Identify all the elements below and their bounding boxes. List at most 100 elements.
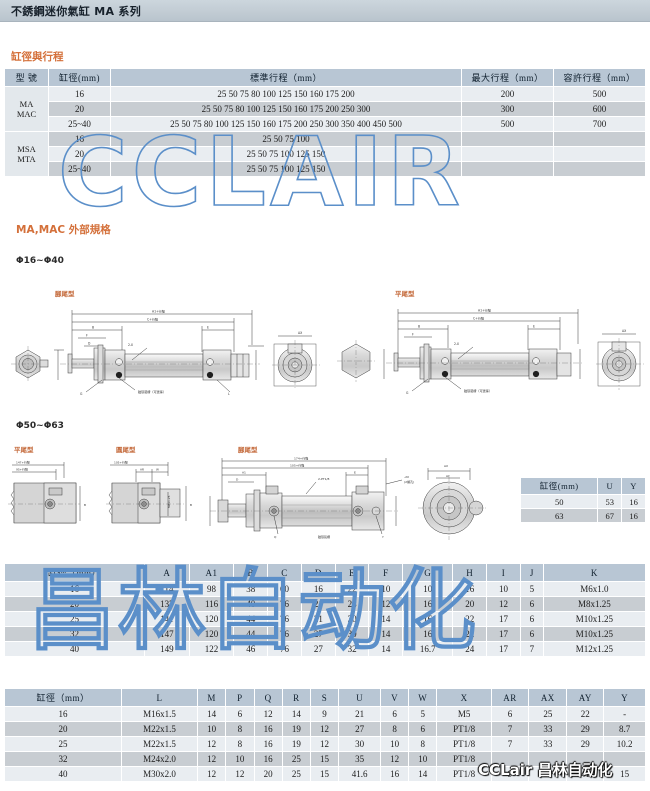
cell-c: 76: [267, 596, 302, 612]
col-e: E: [334, 563, 370, 582]
cell-y: 16: [621, 508, 646, 523]
table-row: 50 53 16: [519, 494, 646, 509]
cell-i: 17: [486, 641, 521, 657]
cell-h: 22: [452, 626, 488, 642]
svg-text:147+行程: 147+行程: [16, 460, 30, 465]
cell-f: 10: [368, 581, 404, 597]
cell-j: 7: [519, 641, 544, 657]
cell-w: 14: [408, 766, 438, 782]
cell-bore: 50: [519, 494, 599, 509]
col-ay: AY: [566, 688, 605, 707]
cell-u: 35: [338, 751, 381, 767]
cell-e: 22: [334, 581, 370, 597]
cell-r: 19: [281, 736, 311, 752]
col-bore: 缸徑（mm）: [4, 688, 122, 707]
cell-y: 8.7: [603, 721, 646, 737]
cell-bore: 25~40: [48, 161, 111, 177]
cell-bore: 25~40: [48, 116, 111, 132]
cell-u: 21: [338, 706, 381, 722]
cell-bore: 20: [48, 101, 111, 117]
svg-text:F: F: [86, 334, 88, 338]
table-row: 25~40 25 50 75 100 125 150: [5, 161, 646, 177]
svg-text:AX: AX: [622, 329, 627, 333]
dim-label-a1: A1+行程: [152, 309, 165, 314]
cell-a1: 122: [188, 641, 235, 657]
cell-bore: 32: [3, 626, 146, 642]
style-label-large-1: 平尾型: [14, 446, 34, 454]
cell-g: 16: [402, 596, 454, 612]
cylinder-drawing-small-right: A1+行程 C+行程 B E F 2-X G 磁環裝槽（可選擇） AX: [330, 300, 648, 400]
drawing-svg-small-right: A1+行程 C+行程 B E F 2-X G 磁環裝槽（可選擇） AX: [337, 308, 644, 395]
cell-r: 25: [281, 751, 311, 767]
cell-max-stroke: [461, 131, 554, 147]
table-header-row: 缸徑(mm) U Y: [519, 477, 646, 495]
cell-x: PT1/8: [436, 766, 492, 782]
col-y: Y: [621, 477, 646, 495]
cell-m: 14: [197, 706, 227, 722]
cell-q: 16: [253, 736, 283, 752]
cell-a1: 120: [188, 611, 235, 627]
stroke-range-table: 型 號 缸徑(mm) 標準行程（mm） 最大行程（mm） 容許行程（mm） MA…: [4, 68, 646, 177]
cell-u: 27: [338, 721, 381, 737]
svg-text:W: W: [156, 468, 159, 472]
col-g: G: [402, 563, 454, 582]
cell-s: 9: [309, 706, 340, 722]
cell-i: 10: [486, 581, 521, 597]
svg-text:2-X: 2-X: [454, 342, 460, 346]
svg-text:AY: AY: [446, 474, 450, 478]
drawing-svg-detail-2: 105+行程 AR W B M8x1.25: [106, 460, 192, 524]
mount-detail-round-tail: 105+行程 AR W B M8x1.25: [104, 456, 202, 534]
table-row: 32 147 120 44 76 27 30 14 16 22 17 6 M10x1.25: [3, 626, 647, 642]
svg-text:Y: Y: [382, 535, 384, 539]
table-row: 20 25 50 75 100 125 150: [5, 146, 646, 162]
cell-m: 12: [197, 751, 227, 767]
col-u: U: [338, 688, 381, 707]
cell-v: 6: [379, 706, 410, 722]
cell-bore: 63: [519, 508, 599, 523]
cell-standard-stroke: 25 50 75 100 125 150: [110, 161, 462, 177]
col-q: Q: [253, 688, 283, 707]
table-row: 16 M16x1.5 14 6 12 14 9 21 6 5 M5 6 25 22-: [4, 706, 646, 722]
cell-bore: 40: [3, 641, 146, 657]
cell-u: 30: [338, 736, 381, 752]
cell-s: 12: [309, 736, 340, 752]
cell-allow-stroke: [553, 146, 646, 162]
cell-g: 16: [402, 611, 454, 627]
cell-i: 17: [486, 611, 521, 627]
qty-note: (2螺孔): [404, 479, 414, 484]
cell-allow-stroke: [553, 131, 646, 147]
col-m: M: [197, 688, 227, 707]
cell-q: 16: [253, 721, 283, 737]
cell-s: 12: [309, 721, 340, 737]
cell-e: 32: [334, 641, 370, 657]
cell-standard-stroke: 25 50 75 80 100 125 150 160 175 200 250 …: [110, 116, 462, 132]
col-v: V: [379, 688, 410, 707]
cell-v: 10: [379, 736, 410, 752]
dim-leader-1: G: [80, 392, 83, 396]
cell-standard-stroke: 25 50 75 80 100 125 150 160 175 200 250 …: [110, 101, 462, 117]
cell-j: 6: [519, 626, 544, 642]
cell-y: [603, 751, 646, 767]
col-x: X: [436, 688, 492, 707]
svg-text:D: D: [236, 478, 239, 482]
cell-y: 15: [603, 766, 646, 782]
cell-ay: 29: [566, 736, 605, 752]
col-ar: AR: [490, 688, 530, 707]
cell-max-stroke: 200: [461, 86, 554, 102]
cell-x: PT1/8: [436, 736, 492, 752]
cell-d: 21: [300, 596, 336, 612]
svg-text:M8x1.25: M8x1.25: [167, 495, 171, 508]
subheading-small-bore: Φ16~Φ40: [16, 256, 64, 266]
svg-text:E: E: [207, 326, 209, 330]
cell-l: M22x1.5: [120, 736, 199, 752]
cell-l: M16x1.5: [120, 706, 199, 722]
table-header-row: 缸徑（mm） A A1 B C D E F G H I J K: [3, 563, 647, 582]
col-l: L: [120, 688, 199, 707]
cell-r: 19: [281, 721, 311, 737]
cell-standard-stroke: 25 50 75 100 125 150: [110, 146, 462, 162]
col-bore: 缸徑（mm）: [3, 563, 146, 582]
cell-standard-stroke: 25 50 75 100: [110, 131, 462, 147]
cell-ar: 9: [490, 766, 530, 782]
cell-a: 137: [144, 596, 190, 612]
col-u: U: [597, 477, 623, 495]
